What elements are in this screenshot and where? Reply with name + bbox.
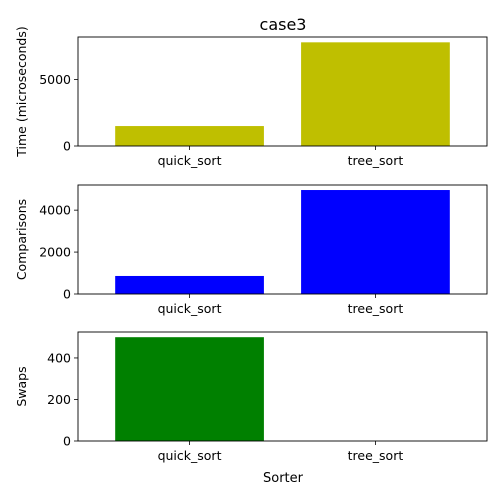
subplot-3: quick_sort tree_sort 0 200 400 Swaps [14, 331, 488, 463]
x-tick-label: tree_sort [348, 153, 404, 168]
bar-quick_sort [115, 126, 264, 146]
subplot-2: quick_sort tree_sort 0 2000 4000 Comparisons [14, 184, 488, 316]
x-tick-label: quick_sort [158, 153, 222, 168]
x-axis-label: Sorter [263, 471, 304, 486]
subplot-1: quick_sort tree_sort 0 5000 Time (microsecon… [14, 26, 488, 168]
bar-quick_sort [115, 275, 264, 294]
x-tick-label: quick_sort [158, 448, 222, 463]
bar-tree_sort [301, 42, 450, 146]
subplots: quick_sort tree_sort 0 5000 Time (microsecon… [14, 26, 488, 463]
y-tick-label: 0 [63, 434, 71, 449]
y-tick-label: 200 [47, 392, 71, 407]
x-tick-label: tree_sort [348, 301, 404, 316]
plot-frame [77, 184, 488, 295]
y-tick-label: 2000 [39, 245, 71, 260]
bar-quick_sort [115, 337, 264, 441]
y-tick-label: 5000 [39, 72, 71, 87]
x-tick-label: quick_sort [158, 301, 222, 316]
y-tick-label: 0 [63, 139, 71, 154]
y-tick-label: 400 [47, 350, 71, 365]
y-axis-label: Comparisons [14, 199, 29, 280]
y-axis-label: Swaps [14, 366, 29, 406]
plot-frame [77, 36, 488, 147]
x-tick-label: tree_sort [348, 448, 404, 463]
plot-frame [77, 331, 488, 442]
bar-tree_sort [301, 190, 450, 294]
y-tick-label: 0 [63, 287, 71, 302]
y-axis-label: Time (microseconds) [14, 26, 29, 157]
y-tick-label: 4000 [39, 203, 71, 218]
chart-title: case3 [260, 15, 307, 34]
